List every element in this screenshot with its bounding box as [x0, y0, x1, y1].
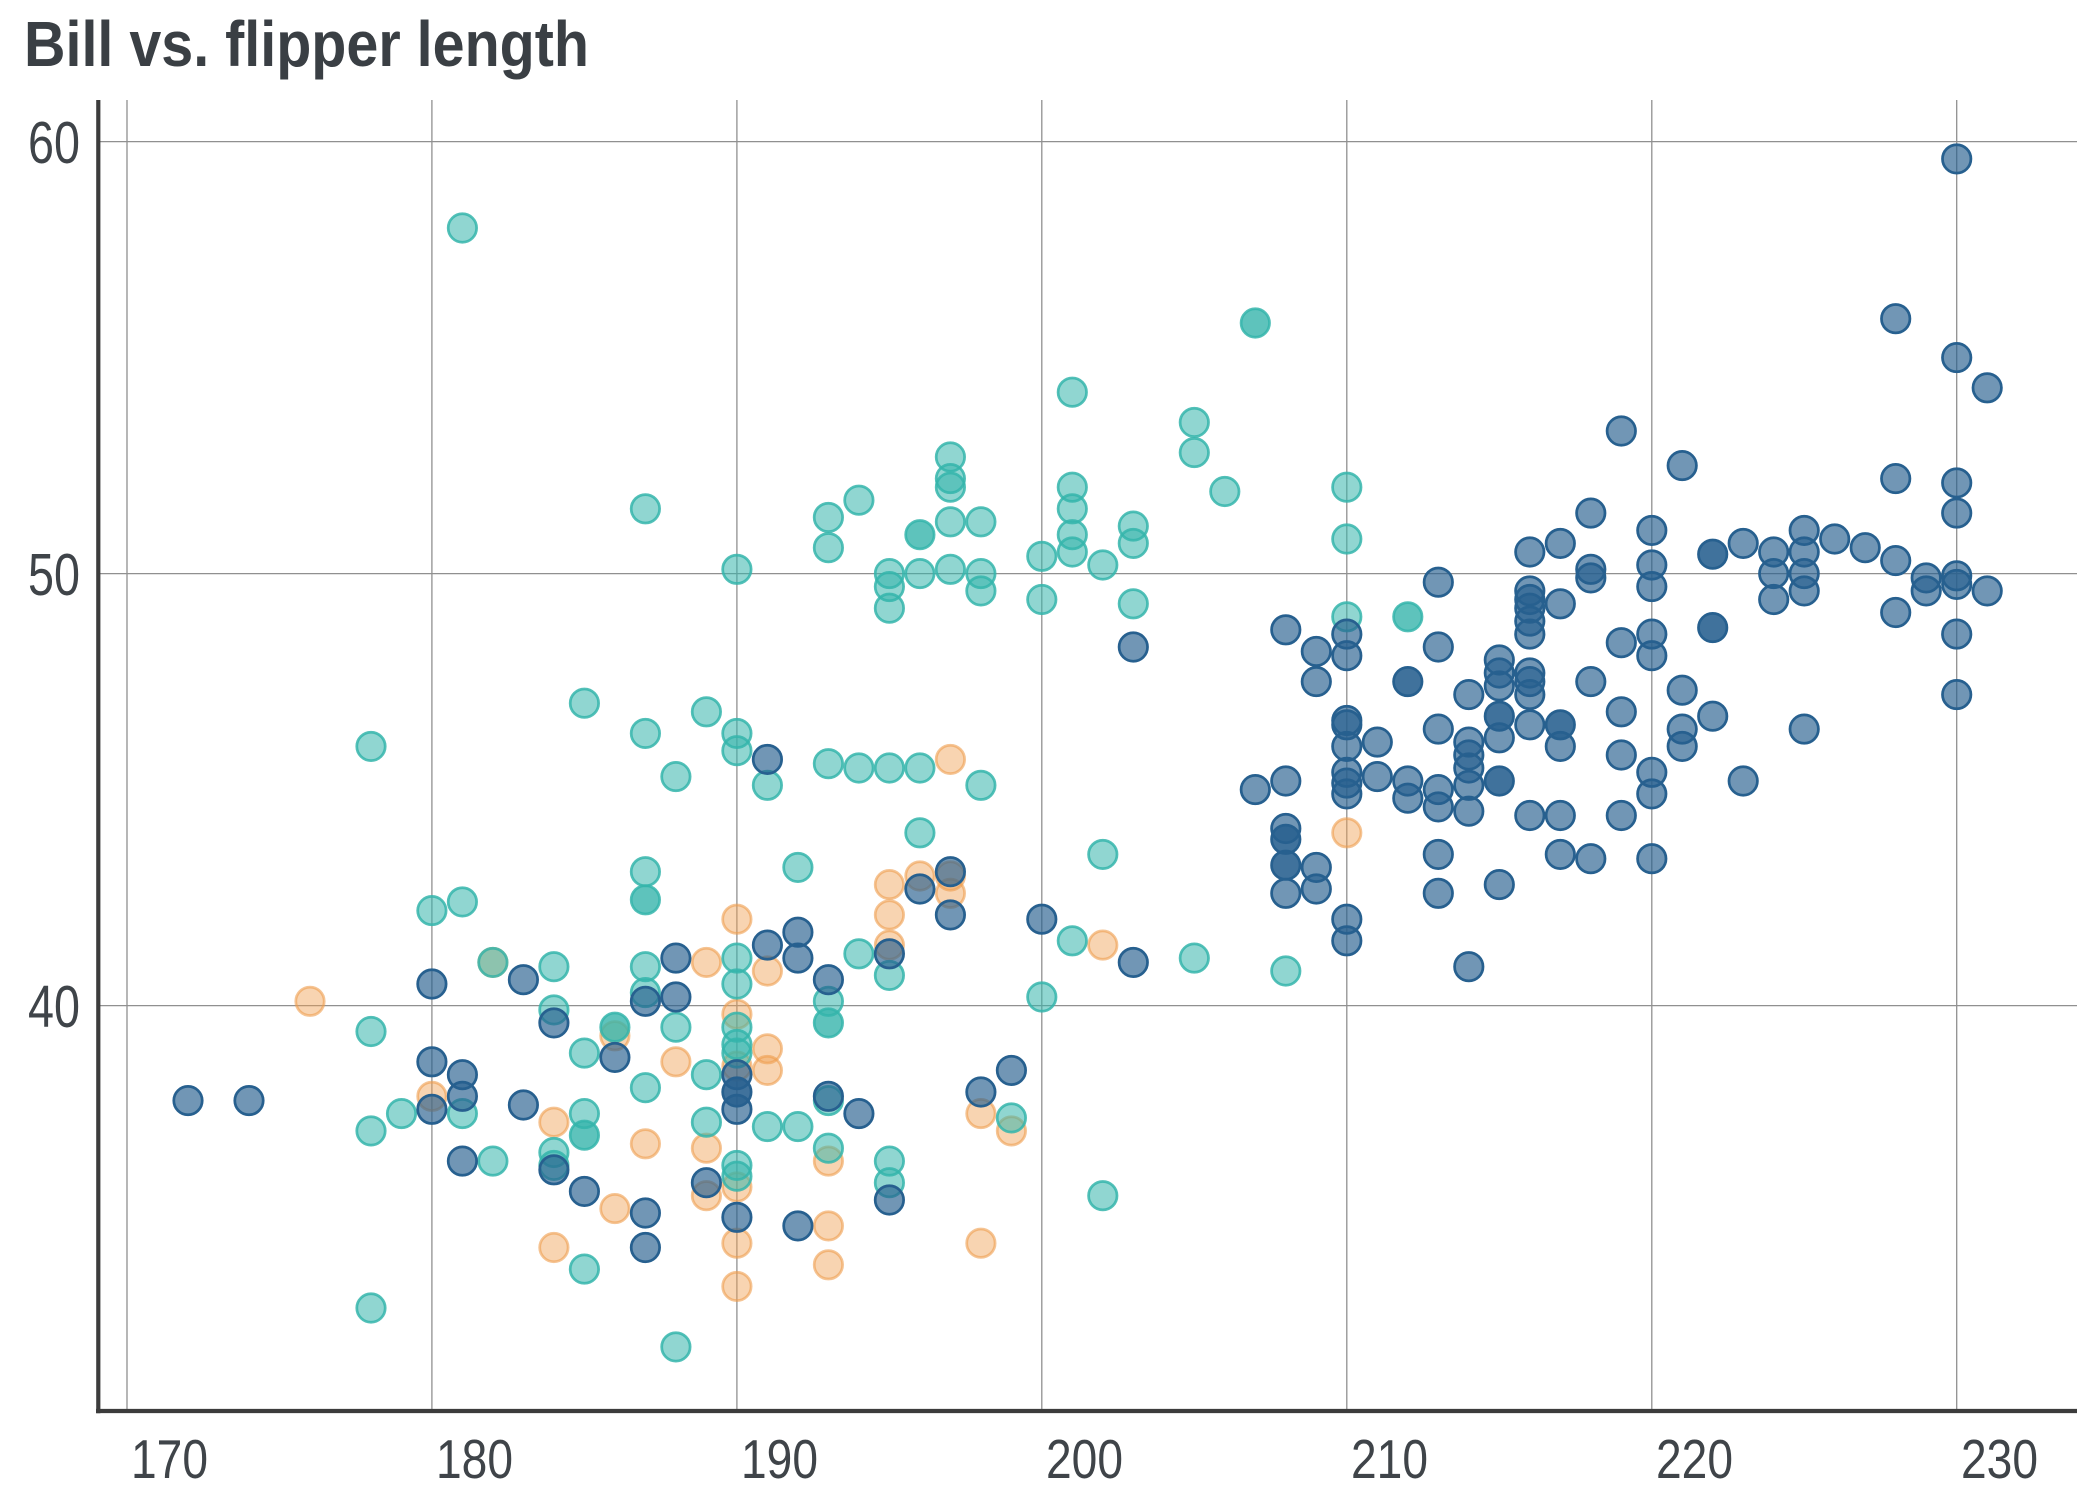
svg-text:170: 170	[131, 1428, 208, 1490]
svg-text:180: 180	[436, 1428, 513, 1490]
svg-text:200: 200	[1046, 1428, 1123, 1490]
svg-text:40: 40	[28, 974, 80, 1040]
svg-text:Bill vs. flipper length: Bill vs. flipper length	[24, 8, 589, 80]
svg-text:220: 220	[1656, 1428, 1733, 1490]
svg-text:210: 210	[1351, 1428, 1428, 1490]
svg-text:50: 50	[28, 542, 80, 608]
svg-text:60: 60	[28, 110, 80, 176]
svg-text:190: 190	[741, 1428, 818, 1490]
svg-text:230: 230	[1961, 1428, 2038, 1490]
